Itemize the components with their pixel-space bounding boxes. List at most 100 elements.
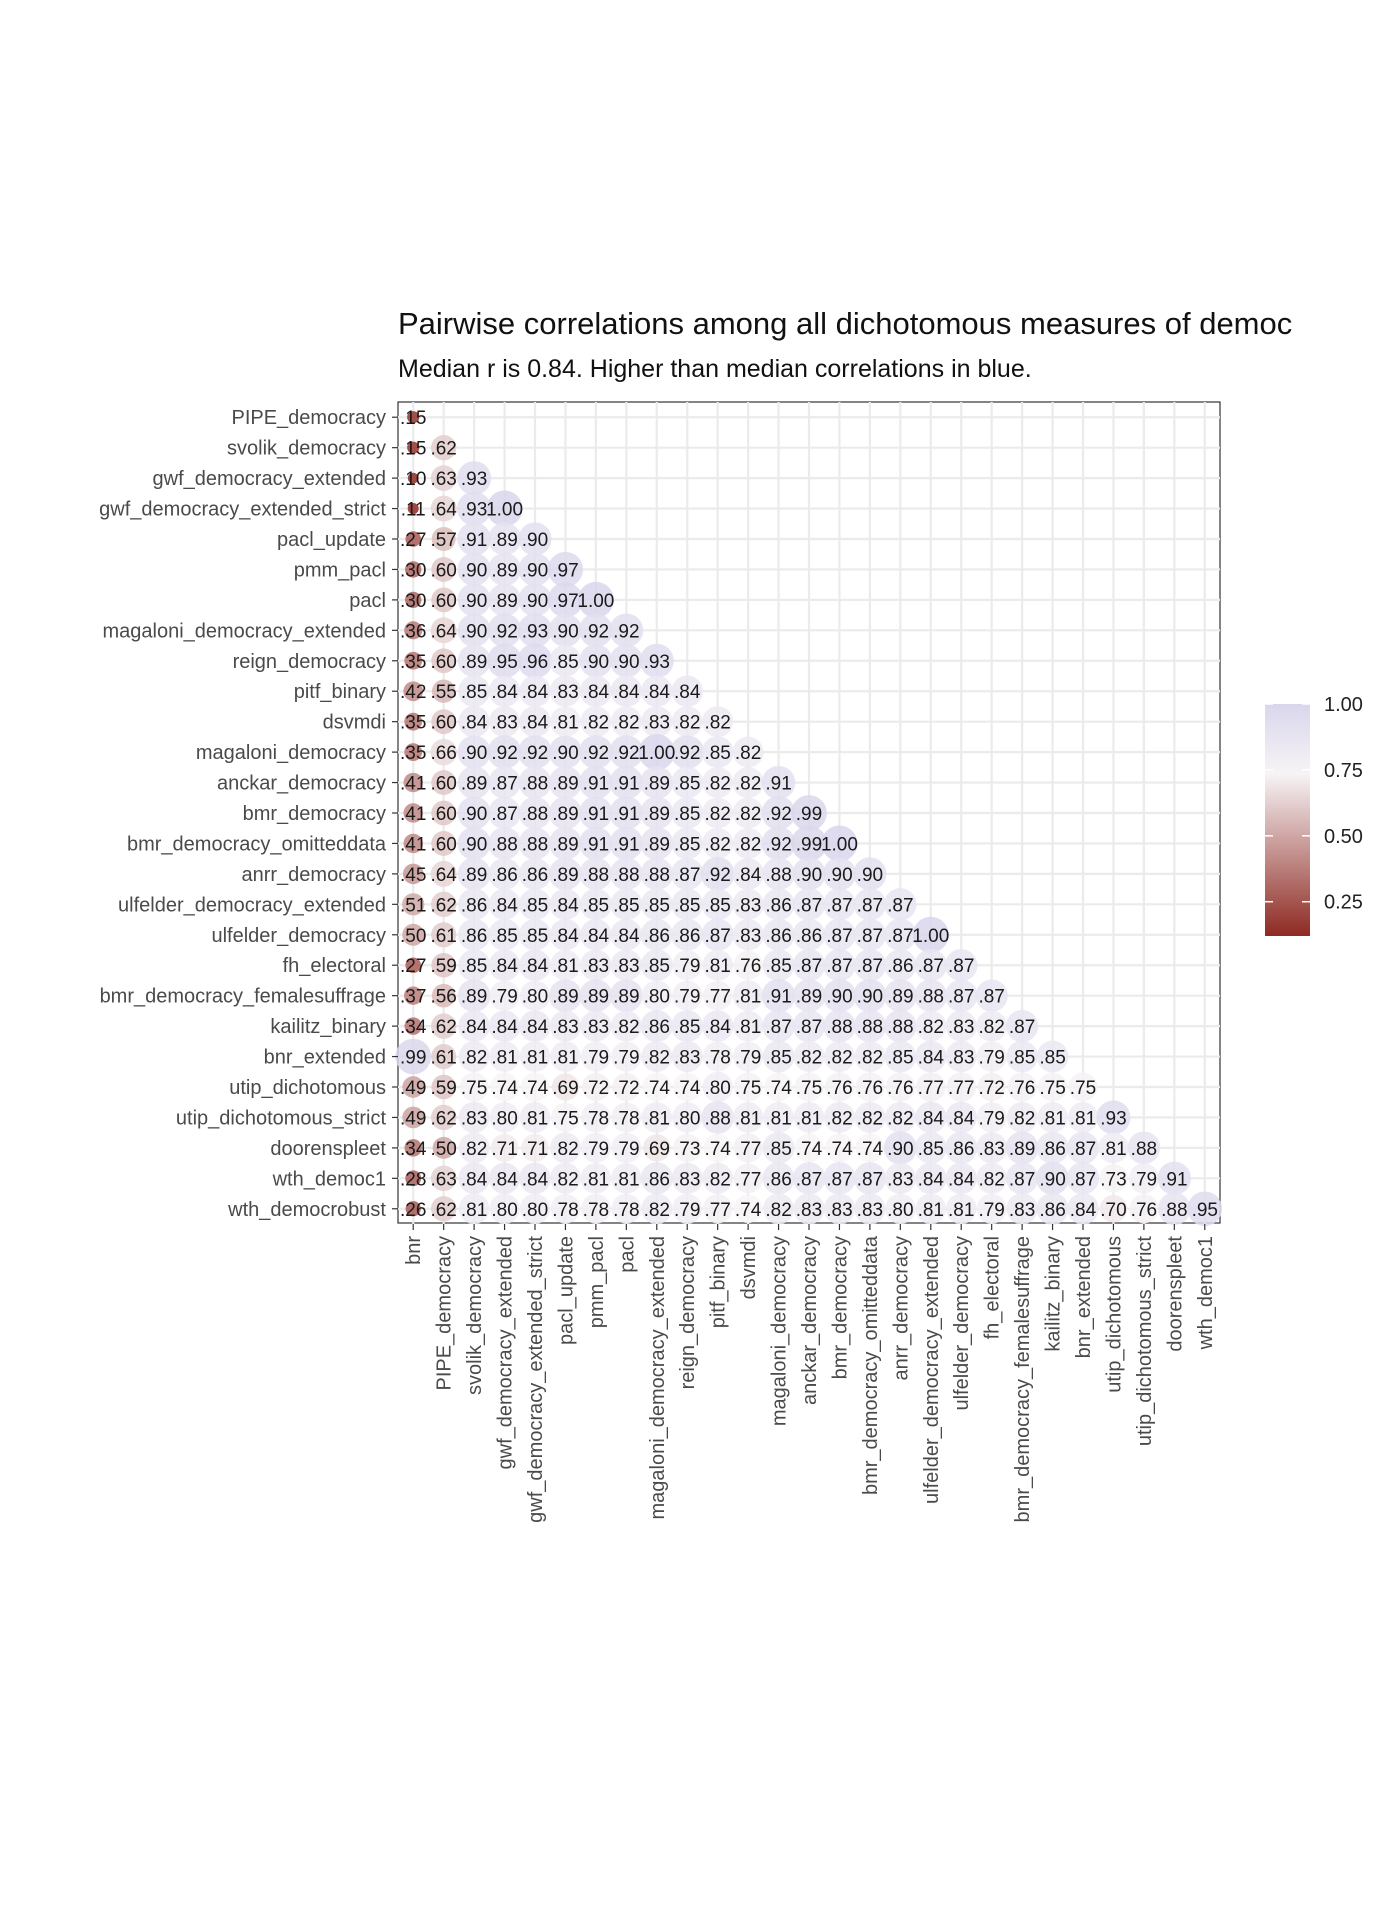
cell-value-label: .78 bbox=[613, 1108, 639, 1129]
cell-value-label: .86 bbox=[461, 895, 487, 916]
cell-value-label: .74 bbox=[857, 1139, 884, 1160]
cell-value-label: .73 bbox=[674, 1139, 700, 1160]
cell-value-label: .30 bbox=[400, 591, 426, 612]
cell-value-label: .85 bbox=[552, 652, 578, 673]
cell-value-label: .87 bbox=[1009, 1169, 1035, 1190]
cell-value-label: .88 bbox=[826, 1017, 852, 1038]
cell-circle bbox=[794, 1133, 824, 1163]
cell-value-label: .91 bbox=[613, 774, 639, 795]
cell-value-label: .81 bbox=[491, 1048, 517, 1069]
cell-circle bbox=[761, 826, 796, 861]
cell-value-label: .91 bbox=[461, 530, 487, 551]
cell-circle bbox=[702, 827, 734, 859]
cell-value-label: .89 bbox=[491, 530, 517, 551]
cell-value-label: .36 bbox=[400, 621, 426, 642]
x-axis-label: bmr_democracy bbox=[829, 1236, 851, 1379]
cell-value-label: .66 bbox=[430, 743, 456, 764]
cell-circle bbox=[431, 952, 456, 978]
cell-circle bbox=[853, 1162, 887, 1195]
cell-value-label: .85 bbox=[674, 804, 700, 825]
cell-circle bbox=[459, 1072, 489, 1102]
y-axis-labels: PIPE_democracy svolik_democracy gwf_democr… bbox=[99, 407, 398, 1221]
cell-circle bbox=[489, 1041, 520, 1072]
cell-value-label: .79 bbox=[978, 1108, 1004, 1129]
cell-circle bbox=[579, 888, 612, 921]
cell-value-label: .92 bbox=[613, 743, 639, 764]
cell-circle bbox=[915, 1101, 947, 1134]
cell-circle bbox=[1096, 1100, 1131, 1135]
cell-value-label: .37 bbox=[400, 987, 426, 1008]
cell-value-label: .83 bbox=[887, 1169, 913, 1190]
cell-value-label: .85 bbox=[461, 682, 487, 703]
cell-circle bbox=[520, 1072, 550, 1102]
y-axis-label: anrr_democracy bbox=[241, 864, 386, 886]
cell-value-label: .87 bbox=[887, 926, 913, 947]
cell-circle bbox=[490, 1133, 519, 1162]
cell-circle bbox=[640, 888, 673, 921]
cell-circle bbox=[825, 1133, 854, 1163]
cell-circle bbox=[404, 712, 423, 731]
cell-value-label: .86 bbox=[765, 895, 791, 916]
cell-value-label: .86 bbox=[491, 865, 517, 886]
cell-value-label: .28 bbox=[400, 1169, 426, 1190]
cell-value-label: .90 bbox=[796, 865, 822, 886]
cell-value-label: .83 bbox=[644, 713, 670, 734]
cell-value-label: .91 bbox=[765, 987, 791, 1008]
cell-circle bbox=[641, 706, 673, 738]
cell-value-label: .87 bbox=[765, 1017, 791, 1038]
cell-circle bbox=[1035, 1161, 1070, 1195]
cell-circle bbox=[609, 765, 644, 800]
cell-value-label: .82 bbox=[826, 1108, 852, 1129]
cell-circle bbox=[457, 522, 491, 556]
cell-circle bbox=[488, 949, 521, 981]
cell-value-label: .93 bbox=[522, 621, 548, 642]
cell-circle bbox=[458, 1010, 490, 1042]
y-axis-label: bmr_democracy_omitteddata bbox=[127, 833, 387, 855]
cell-circle bbox=[733, 1041, 764, 1072]
cell-value-label: .79 bbox=[978, 1200, 1004, 1221]
cell-circle bbox=[549, 1132, 581, 1164]
cell-circle bbox=[431, 587, 457, 613]
cell-value-label: .88 bbox=[522, 804, 548, 825]
cell-value-label: .85 bbox=[674, 1017, 700, 1038]
cell-value-label: .87 bbox=[857, 895, 883, 916]
cell-value-label: .82 bbox=[704, 774, 730, 795]
x-axis-label: anckar_democracy bbox=[799, 1236, 821, 1405]
cell-circle bbox=[431, 1074, 456, 1100]
cell-circle bbox=[701, 736, 734, 769]
cell-value-label: .96 bbox=[522, 652, 548, 673]
cell-circle bbox=[547, 582, 584, 618]
cell-circle bbox=[403, 772, 423, 793]
cell-circle bbox=[519, 888, 551, 921]
cell-circle bbox=[1006, 1101, 1038, 1133]
cell-circle bbox=[489, 1193, 520, 1224]
cell-circle bbox=[762, 949, 795, 982]
y-axis-label: pmm_pacl bbox=[294, 559, 386, 581]
cell-circle bbox=[915, 1072, 946, 1102]
cell-circle bbox=[610, 675, 643, 707]
cell-circle bbox=[703, 1133, 733, 1163]
cell-value-label: .84 bbox=[522, 1169, 549, 1190]
cell-circle bbox=[671, 797, 704, 829]
cell-value-label: .85 bbox=[765, 1048, 791, 1069]
cell-value-label: .81 bbox=[522, 1108, 548, 1129]
cell-value-label: .83 bbox=[1009, 1200, 1035, 1221]
cell-value-label: .93 bbox=[461, 469, 487, 490]
cell-value-label: .42 bbox=[400, 682, 426, 703]
cell-value-label: .81 bbox=[522, 1048, 548, 1069]
cell-circle bbox=[792, 949, 826, 982]
cell-circle bbox=[853, 979, 887, 1013]
cell-value-label: .87 bbox=[826, 956, 852, 977]
cell-circle bbox=[914, 979, 948, 1012]
cell-circle bbox=[548, 979, 582, 1013]
cell-value-label: .60 bbox=[430, 774, 456, 795]
cell-value-label: .81 bbox=[552, 713, 578, 734]
cell-value-label: .83 bbox=[552, 682, 578, 703]
cell-circle bbox=[884, 888, 917, 921]
cell-circle bbox=[548, 826, 582, 860]
cell-circle bbox=[580, 1041, 611, 1072]
cell-value-label: .41 bbox=[400, 834, 426, 855]
cell-circle bbox=[548, 766, 582, 800]
cell-circle bbox=[763, 1193, 795, 1225]
cell-value-label: .49 bbox=[400, 1078, 426, 1099]
